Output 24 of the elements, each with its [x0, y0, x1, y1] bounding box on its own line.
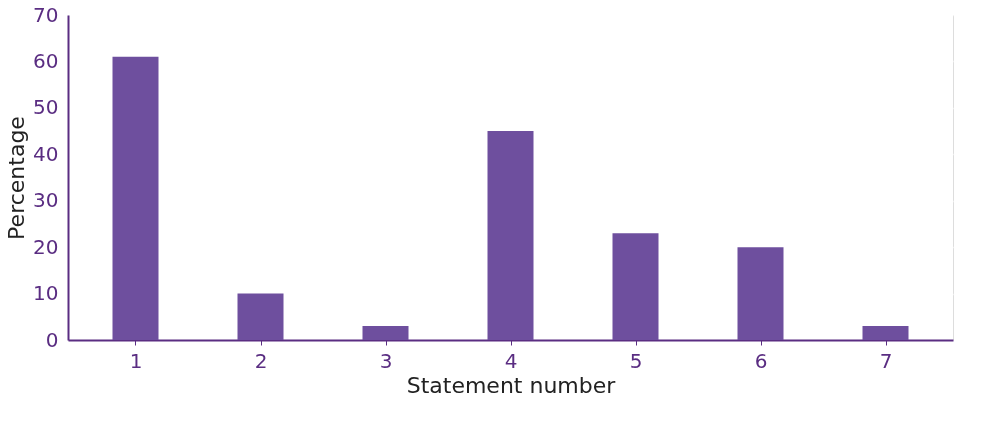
y-tick-label: 70 — [33, 2, 59, 27]
y-tick-label: 60 — [33, 48, 59, 73]
bar — [487, 131, 534, 340]
y-axis-title: Percentage — [4, 116, 30, 240]
x-tick-label: 1 — [129, 348, 143, 373]
y-tick-label: 40 — [33, 141, 59, 166]
bar — [237, 293, 284, 340]
y-tick-label: 30 — [33, 188, 59, 213]
x-axis-title: Statement number — [406, 372, 617, 398]
bar — [862, 326, 909, 340]
x-tick-label: 3 — [379, 348, 393, 373]
x-tick-label: 7 — [879, 348, 893, 373]
y-tick-label: 10 — [33, 281, 59, 306]
y-tick-label: 0 — [45, 327, 59, 352]
x-tick-label: 4 — [504, 348, 518, 373]
x-tick-label: 5 — [629, 348, 643, 373]
x-tick-label: 2 — [254, 348, 268, 373]
x-tick-label: 6 — [754, 348, 768, 373]
y-tick-label: 50 — [33, 95, 59, 120]
y-tick-label: 20 — [33, 234, 59, 259]
bar — [112, 56, 159, 340]
bar — [612, 233, 659, 340]
bar — [737, 247, 784, 340]
bar — [362, 326, 409, 340]
